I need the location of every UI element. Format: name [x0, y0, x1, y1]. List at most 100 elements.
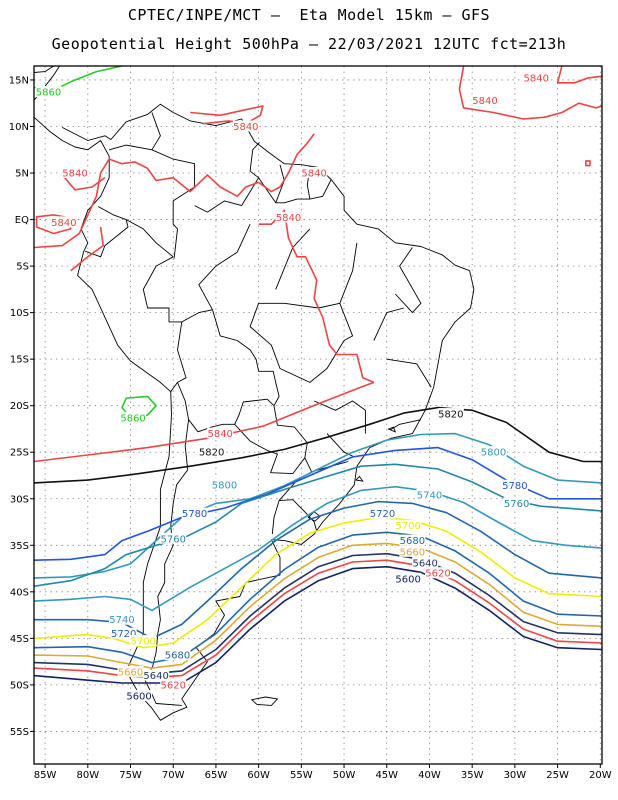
- border-line: [314, 400, 366, 434]
- contour-label-bg: [425, 567, 452, 579]
- contour-label: 5840: [62, 169, 87, 180]
- lat-tick-label: 10S: [10, 308, 29, 319]
- border-line: [34, 66, 54, 73]
- contour-5660: [34, 542, 602, 669]
- contour-label-bg: [399, 545, 426, 557]
- contour-5840: [556, 66, 602, 84]
- contour-label: 5860: [36, 88, 61, 99]
- contour-label-bg: [164, 649, 191, 661]
- contour-labels: 5860 5860 5840 5840 5840 5840 5840 5840 5840 5840…: [35, 72, 550, 703]
- lon-tick-label: 50W: [333, 770, 356, 781]
- contour-label: 5800: [481, 448, 506, 459]
- contour-label-bg: [399, 534, 426, 546]
- contour-label-bg: [480, 446, 507, 458]
- border-line: [34, 103, 475, 721]
- contour-label-bg: [416, 489, 443, 501]
- lon-tick-label: 35W: [461, 770, 484, 781]
- contour-label-bg: [108, 613, 135, 625]
- lon-tick-label: 80W: [76, 770, 99, 781]
- island-outline: [355, 475, 364, 482]
- island-outline: [387, 426, 397, 433]
- border-line: [194, 141, 260, 213]
- contour-label-bg: [120, 411, 147, 423]
- lon-tick-label: 40W: [418, 770, 441, 781]
- contour-label: 5780: [502, 481, 527, 492]
- contour-label: 5840: [301, 169, 326, 180]
- contour-label-bg: [160, 678, 187, 690]
- contour-5840: [458, 66, 602, 120]
- contour-label: 5700: [131, 637, 156, 648]
- contour-label: 5640: [412, 558, 437, 569]
- lon-tick-label: 70W: [162, 770, 185, 781]
- lat-tick-label: 10N: [9, 122, 29, 133]
- contour-label-bg: [61, 167, 88, 179]
- height-contours: [34, 66, 602, 684]
- contour-label: 5760: [160, 534, 185, 545]
- border-line: [181, 309, 280, 406]
- border-line: [373, 307, 404, 341]
- contour-label-bg: [232, 120, 259, 132]
- contour-label-bg: [181, 507, 208, 519]
- contour-label-bg: [126, 690, 153, 702]
- lat-tick-label: 20S: [10, 401, 29, 412]
- contour-5860: [121, 395, 157, 419]
- contour-label-bg: [130, 635, 157, 647]
- lat-tick-label: EQ: [15, 215, 29, 226]
- contour-label: 5860: [120, 413, 145, 424]
- contour-label: 5740: [109, 615, 134, 626]
- contour-label-bg: [117, 665, 144, 677]
- border-line: [394, 247, 422, 314]
- contour-label: 5640: [143, 671, 168, 682]
- chart-title-line1: CPTEC/INPE/MCT – Eta Model 15km – GFS: [127, 6, 491, 24]
- contour-label: 5820: [199, 448, 224, 459]
- contour-label-bg: [207, 427, 234, 439]
- contour-label-bg: [110, 627, 137, 639]
- contour-label-bg: [143, 669, 170, 681]
- contour-5840: [585, 160, 591, 167]
- contour-label: 5620: [425, 569, 450, 580]
- border-line: [386, 358, 432, 388]
- contour-label-bg: [503, 497, 530, 509]
- lon-tick-label: 45W: [375, 770, 398, 781]
- lon-tick-label: 60W: [247, 770, 270, 781]
- contour-label: 5720: [370, 509, 395, 520]
- axis-ticks: 15N 10N 5N EQ 5S 10S 15S 20S 25S 30S 35S 40S 45S 50S 5…: [9, 75, 612, 781]
- contour-label-bg: [275, 211, 302, 223]
- contour-label: 5720: [111, 629, 136, 640]
- contour-label: 5840: [524, 74, 549, 85]
- contour-5720: [34, 500, 602, 640]
- contour-5640: [34, 552, 602, 675]
- border-line: [326, 433, 355, 458]
- island-outline: [250, 696, 279, 706]
- border-line: [151, 112, 161, 151]
- contour-5840: [34, 133, 315, 249]
- lat-tick-label: 30S: [10, 494, 29, 505]
- contour-label-bg: [198, 446, 225, 458]
- contour-5740: [34, 485, 602, 612]
- lon-tick-label: 75W: [119, 770, 142, 781]
- chart-title-line2: Geopotential Height 500hPa – 22/03/2021 …: [51, 35, 567, 53]
- border-line: [279, 499, 318, 532]
- contour-label-bg: [50, 216, 77, 228]
- contour-label: 5780: [182, 509, 207, 520]
- lon-tick-label: 25W: [546, 770, 569, 781]
- contour-label-bg: [437, 408, 464, 420]
- border-line: [142, 256, 187, 392]
- lat-tick-label: 5N: [15, 169, 29, 180]
- contour-label-bg: [501, 479, 528, 491]
- contour-label: 5600: [126, 692, 151, 703]
- border-line: [278, 457, 313, 501]
- contour-label: 5600: [395, 574, 420, 585]
- border-line: [125, 219, 174, 258]
- lon-tick-label: 55W: [290, 770, 313, 781]
- border-line: [271, 500, 280, 535]
- lat-tick-label: 15S: [10, 355, 29, 366]
- contour-label: 5840: [233, 122, 258, 133]
- contour-label: 5840: [51, 218, 76, 229]
- border-line: [339, 242, 358, 304]
- border-line: [109, 144, 196, 259]
- contour-5760: [34, 463, 602, 587]
- contour-label-bg: [160, 532, 187, 544]
- lat-tick-label: 45S: [10, 634, 29, 645]
